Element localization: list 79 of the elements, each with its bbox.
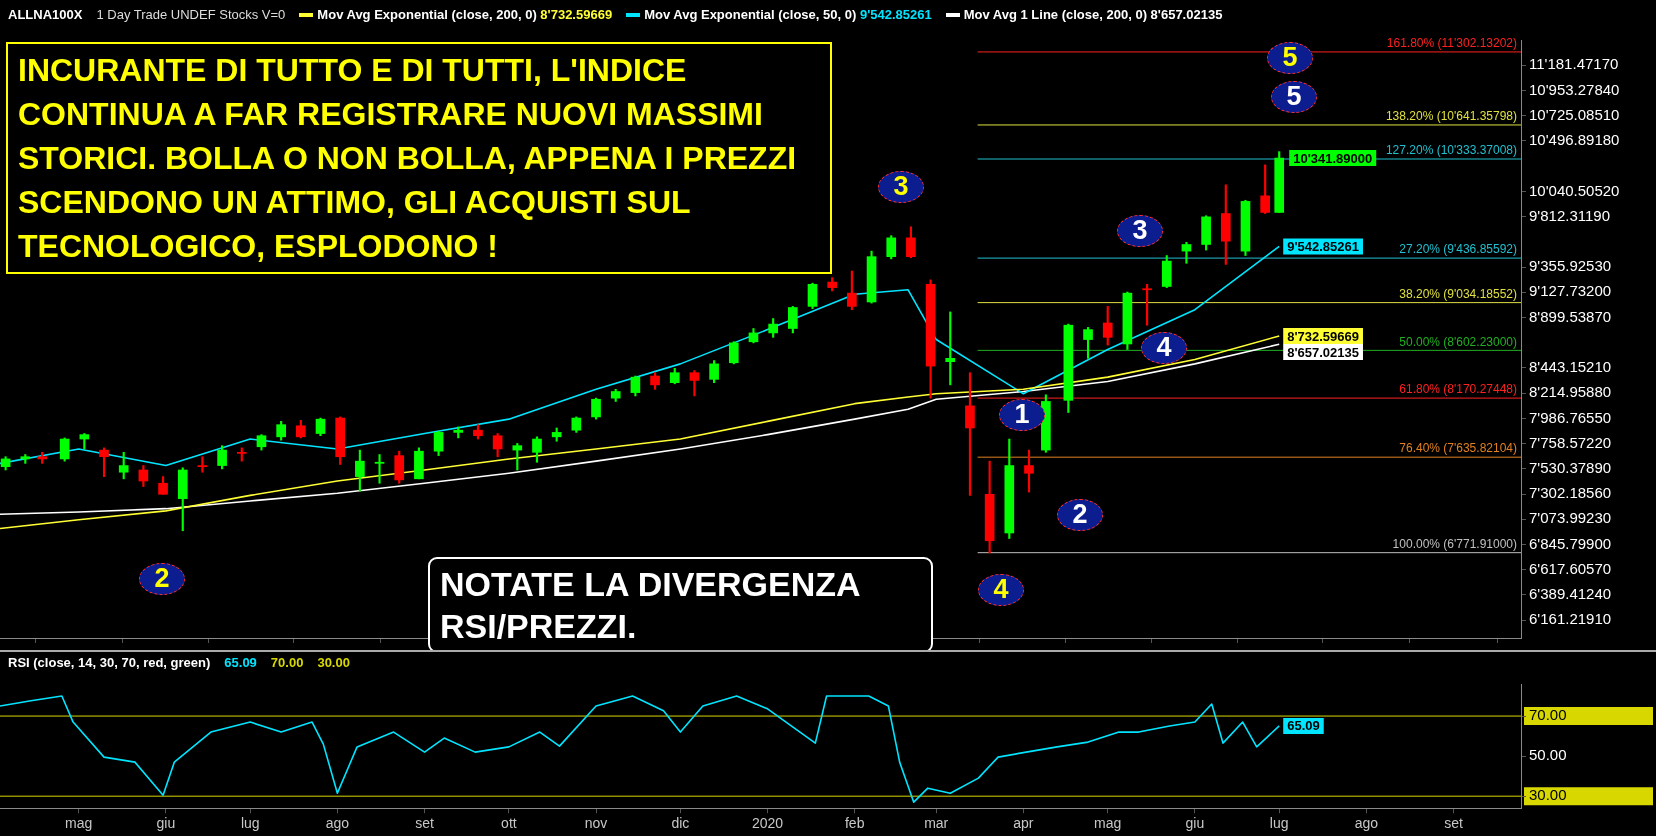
ref-line-label: 50.00% (8'602.23000) xyxy=(1399,334,1517,349)
ref-line-label: 161.80% (11'302.13202) xyxy=(1386,36,1517,51)
x-tick-label: 2020 xyxy=(751,815,784,832)
y-tick-label: 70.00 xyxy=(1529,706,1567,724)
legend-label: Mov Avg 1 Line (close, 200, 0) xyxy=(962,6,1148,22)
legend-label: Mov Avg Exponential (close, 50, 0) xyxy=(643,6,858,22)
ref-line-label: 138.20% (10'641.35798) xyxy=(1385,109,1517,124)
y-tick-label: 8'214.95880 xyxy=(1529,383,1612,401)
x-tick-label: dic xyxy=(671,815,690,832)
x-tick-label: set xyxy=(1444,815,1463,832)
annotation: 4 xyxy=(1141,332,1187,364)
y-tick-label: 9'812.31190 xyxy=(1529,206,1610,224)
y-tick-label: 10'040.50520 xyxy=(1529,181,1620,199)
text: 65.09 xyxy=(224,654,257,670)
y-tick-label: 11'181.47170 xyxy=(1529,55,1619,73)
ref-line-label: 76.40% (7'635.82104) xyxy=(1399,441,1517,456)
y-tick-label: 10'953.27840 xyxy=(1529,80,1620,98)
text: 8'657.02135 xyxy=(1150,6,1223,22)
y-tick-label: 6'161.21910 xyxy=(1529,610,1612,628)
candlestick xyxy=(1142,283,1152,326)
x-tick-label: nov xyxy=(584,815,608,832)
x-tick-label: lug xyxy=(1269,815,1289,832)
x-tick-label: giu xyxy=(1185,815,1205,832)
y-tick-label: 6'389.41240 xyxy=(1529,585,1612,603)
annotation: 3 xyxy=(1117,215,1163,247)
y-tick-label: 10'725.08510 xyxy=(1529,105,1620,123)
x-tick-label: mag xyxy=(65,815,93,832)
data-label: 8'657.02135 xyxy=(1287,344,1359,360)
data-label: 65.09 xyxy=(1287,718,1320,734)
data-label: 8'732.59669 xyxy=(1287,328,1359,344)
y-tick-label: 7'302.18560 xyxy=(1529,484,1612,502)
x-tick-label: lug xyxy=(240,815,260,832)
annotation: 3 xyxy=(878,171,924,203)
y-tick-label: 7'986.76550 xyxy=(1529,408,1612,426)
y-tick-label: 30.00 xyxy=(1529,786,1567,804)
ref-line-label: 61.80% (8'170.27448) xyxy=(1399,382,1517,397)
ref-line-label: 30.00 xyxy=(317,654,350,670)
annotation: 4 xyxy=(978,574,1024,606)
text: 9'542.85261 xyxy=(859,6,932,22)
y-tick-label: 8'899.53870 xyxy=(1529,307,1612,325)
x-tick-label: mar xyxy=(924,815,949,832)
annotation: 5 xyxy=(1267,42,1313,74)
ref-line-label: 27.20% (9'436.85592) xyxy=(1399,242,1517,257)
y-tick-label: 10'496.89180 xyxy=(1529,131,1620,149)
y-tick-label: 7'758.57220 xyxy=(1529,433,1612,451)
ref-line-label: 127.20% (10'333.37008) xyxy=(1385,143,1517,158)
x-tick-label: giu xyxy=(156,815,176,832)
x-tick-label: ago xyxy=(325,815,350,832)
ref-line-label: 100.00% (6'771.91000) xyxy=(1392,536,1517,551)
ref-line-label: 38.20% (9'034.18552) xyxy=(1399,286,1517,301)
data-label: 9'542.85261 xyxy=(1287,238,1359,254)
y-tick-label: 50.00 xyxy=(1529,746,1567,764)
x-tick-label: ott xyxy=(501,815,517,832)
y-tick-label: 6'617.60570 xyxy=(1529,559,1612,577)
x-tick-label: feb xyxy=(844,815,865,832)
text: 8'732.59669 xyxy=(540,6,613,22)
chart-title: ALLNA100X xyxy=(8,6,83,22)
annotation: 10'341.89000 xyxy=(1293,150,1373,166)
chart-title: RSI (close, 14, 30, 70, red, green) xyxy=(8,654,211,670)
annotation: 1 xyxy=(999,399,1045,431)
annotation: NOTATE LA DIVERGENZA RSI/PREZZI. xyxy=(428,557,933,653)
annotation: 2 xyxy=(1057,499,1103,531)
y-tick-label: 7'073.99230 xyxy=(1529,509,1612,527)
chart-subtitle: 1 Day Trade UNDEF Stocks V=0 xyxy=(96,6,286,22)
x-tick-label: ago xyxy=(1354,815,1379,832)
annotation: INCURANTE DI TUTTO E DI TUTTI, L'INDICE CONTINUA A FAR REGISTRARE NUOVI MASSIMI STORICI. BOLLA O NON BOLLA, APPENA I PREZZI SCENDONO UN ATTIMO, GLI ACQUISTI SUL TECNOLOGICO, ESPLODONO ! xyxy=(6,42,832,274)
legend-label: Mov Avg Exponential (close, 200, 0) xyxy=(316,6,538,22)
ref-line-label: 70.00 xyxy=(270,654,304,670)
y-tick-label: 6'845.79900 xyxy=(1529,534,1612,552)
y-tick-label: 9'127.73200 xyxy=(1529,282,1612,300)
annotation: 5 xyxy=(1271,81,1317,113)
x-tick-label: set xyxy=(415,815,434,832)
candlestick xyxy=(118,451,129,480)
y-tick-label: 8'443.15210 xyxy=(1529,358,1612,376)
annotation: 2 xyxy=(139,563,185,595)
y-tick-label: 7'530.37890 xyxy=(1529,458,1612,476)
x-tick-label: apr xyxy=(1013,815,1034,832)
y-tick-label: 9'355.92530 xyxy=(1529,257,1612,275)
x-tick-label: mag xyxy=(1094,815,1122,832)
